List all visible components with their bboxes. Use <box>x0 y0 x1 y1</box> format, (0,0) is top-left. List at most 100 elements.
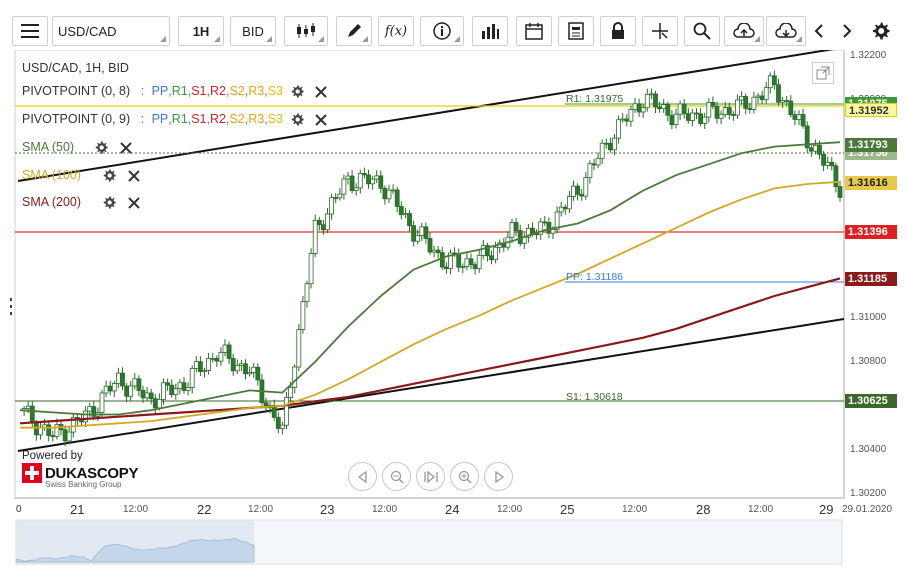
close-icon[interactable] <box>120 141 132 154</box>
pivot-level-label: R3 <box>248 112 265 126</box>
candle-body <box>767 75 773 89</box>
candle-body <box>46 424 52 436</box>
candle-body <box>657 106 662 110</box>
indicators-button[interactable]: f(x) <box>378 16 414 46</box>
legend-pivot-2[interactable]: PIVOTPOINT (0, 9) : PP, R1, S1, R2, S2, … <box>22 110 327 128</box>
price-chart[interactable] <box>0 50 906 569</box>
red-level-price-tag: 1.31396 <box>845 225 897 239</box>
scroll-back-button[interactable] <box>348 462 377 491</box>
gear-icon[interactable] <box>103 169 117 182</box>
candle-body <box>464 258 470 267</box>
reset-view-button[interactable] <box>416 462 445 491</box>
candle-body <box>620 118 626 121</box>
candle-body <box>776 84 781 103</box>
candle-body <box>341 178 347 195</box>
candle-body <box>312 219 318 254</box>
upper-trendline[interactable] <box>17 50 835 182</box>
info-icon <box>433 22 451 40</box>
candle-body <box>136 378 142 391</box>
side-select[interactable]: BID <box>230 16 276 46</box>
calendar-button[interactable] <box>516 16 552 46</box>
candle-body <box>644 93 650 109</box>
settings-button[interactable] <box>868 16 894 46</box>
hamburger-icon <box>21 24 39 38</box>
candle-body <box>480 245 486 256</box>
candle-body <box>722 107 728 115</box>
s1-price-tag: 1.30625 <box>845 394 897 408</box>
lower-trendline[interactable] <box>17 318 845 452</box>
left-resize-grip[interactable] <box>10 298 12 315</box>
candle-body <box>792 114 798 120</box>
zoom-out-button[interactable] <box>382 462 411 491</box>
candle-body <box>747 107 753 110</box>
candle-body <box>177 382 183 390</box>
pivot-level-label: PP <box>151 84 169 98</box>
pivot-level-separator: , <box>244 84 249 98</box>
info-button[interactable] <box>420 16 464 46</box>
candle-body <box>788 100 794 116</box>
x-tick: 12:00 <box>248 504 274 515</box>
pencil-icon <box>348 24 361 37</box>
download-button[interactable] <box>766 16 806 46</box>
gear-icon[interactable] <box>103 196 117 209</box>
candle-body <box>62 429 68 442</box>
sma100-label: SMA (100) <box>22 168 82 182</box>
chart-type-button[interactable] <box>284 16 328 46</box>
candle-body <box>460 266 466 268</box>
x-tick: 29 <box>819 502 834 517</box>
powered-by-watermark[interactable]: Powered by DUKASCOPY Swiss Banking Group <box>22 450 138 489</box>
timeframe-select[interactable]: 1H <box>178 16 224 46</box>
candle-body <box>284 397 289 426</box>
candle-body <box>456 253 462 268</box>
gear-icon <box>873 22 890 40</box>
powered-by-text: Powered by <box>22 450 83 462</box>
legend-pivot-1[interactable]: PIVOTPOINT (0, 8) : PP, R1, S1, R2, S2, … <box>22 82 327 100</box>
x-tick: 21 <box>70 502 85 517</box>
pivot-level-label: S3 <box>267 84 284 98</box>
pivot1-sep: : <box>140 84 145 98</box>
symbol-select[interactable]: USD/CAD <box>52 16 170 46</box>
expand-icon <box>816 66 830 80</box>
candle-body <box>489 255 494 261</box>
navigator-bar[interactable] <box>15 519 843 565</box>
dukascopy-logo: DUKASCOPY <box>22 463 138 483</box>
scroll-right-button[interactable] <box>834 16 860 46</box>
gear-icon[interactable] <box>95 141 109 154</box>
expand-button[interactable] <box>812 62 834 84</box>
candle-body <box>357 173 363 189</box>
scroll-left-button[interactable] <box>806 16 832 46</box>
candle-body <box>443 266 449 269</box>
close-icon[interactable] <box>315 113 327 126</box>
volume-button[interactable] <box>472 16 508 46</box>
scroll-forward-button[interactable] <box>484 462 513 491</box>
legend-sma100[interactable]: SMA (100) <box>22 166 140 184</box>
x-tick: 12:00 <box>372 504 398 515</box>
candle-body <box>83 410 88 423</box>
candlestick-icon <box>297 23 315 38</box>
legend-sma50[interactable]: SMA (50) <box>22 138 132 156</box>
crosshair-button[interactable] <box>642 16 678 46</box>
zoom-button[interactable] <box>684 16 720 46</box>
pivot1-levels: PP, R1, S1, R2, S2, R3, S3 <box>152 82 283 100</box>
candle-body <box>567 196 572 210</box>
close-icon[interactable] <box>315 85 327 98</box>
x-tick: 23 <box>320 502 335 517</box>
zoom-in-button[interactable] <box>450 462 479 491</box>
candle-body <box>759 95 765 101</box>
draw-button[interactable] <box>336 16 372 46</box>
upload-button[interactable] <box>724 16 764 46</box>
lock-button[interactable] <box>600 16 636 46</box>
close-icon[interactable] <box>128 196 140 209</box>
legend-sma200[interactable]: SMA (200) <box>22 193 140 211</box>
brand-name: DUKASCOPY <box>45 464 139 482</box>
close-icon[interactable] <box>128 169 140 182</box>
menu-button[interactable] <box>12 16 48 46</box>
pivot2-name: PIVOTPOINT (0, 9) <box>22 112 131 126</box>
candle-body <box>796 114 802 120</box>
candle-body <box>755 95 761 98</box>
gear-icon[interactable] <box>291 113 304 126</box>
report-button[interactable] <box>558 16 594 46</box>
pivot-level-label: R1 <box>171 84 188 98</box>
pivot-level-label: R2 <box>210 112 226 126</box>
gear-icon[interactable] <box>291 85 304 98</box>
